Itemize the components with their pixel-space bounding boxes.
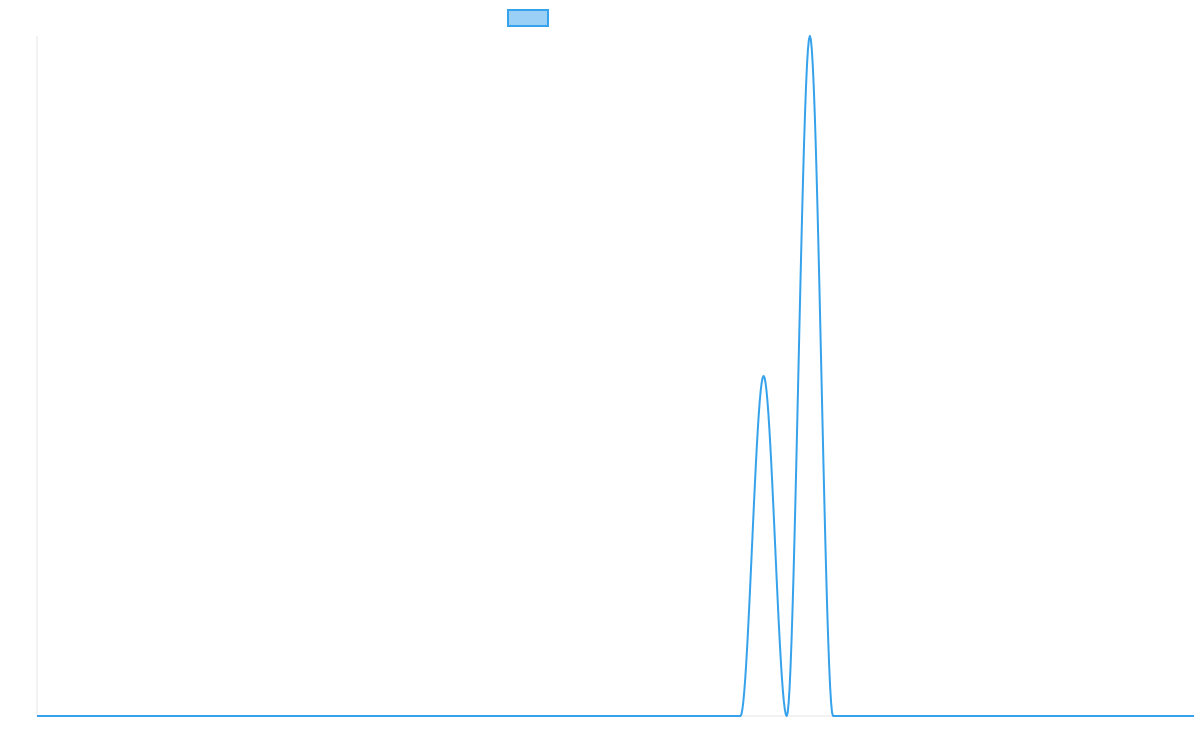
legend-swatch[interactable] bbox=[507, 9, 549, 27]
legend[interactable] bbox=[507, 9, 549, 27]
series-line bbox=[37, 35, 1194, 717]
